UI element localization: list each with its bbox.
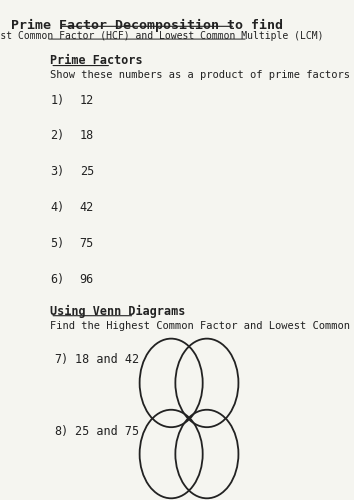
Text: Highest Common Factor (HCF) and Lowest Common Multiple (LCM): Highest Common Factor (HCF) and Lowest C… (0, 31, 323, 41)
Text: Find the Highest Common Factor and Lowest Common Factor of: Find the Highest Common Factor and Lowes… (50, 320, 354, 330)
Text: 12: 12 (80, 94, 94, 106)
Text: 18: 18 (80, 130, 94, 142)
Text: 6): 6) (50, 272, 64, 285)
Text: 25 and 75: 25 and 75 (75, 424, 139, 438)
Text: 1): 1) (50, 94, 64, 106)
Text: Using Venn Diagrams: Using Venn Diagrams (50, 304, 185, 318)
Text: 4): 4) (50, 201, 64, 214)
Text: Show these numbers as a product of prime factors: Show these numbers as a product of prime… (50, 70, 350, 81)
Text: 25: 25 (80, 165, 94, 178)
Text: Prime Factor Decomposition to find: Prime Factor Decomposition to find (11, 18, 283, 32)
Text: 8): 8) (55, 424, 69, 438)
Text: 42: 42 (80, 201, 94, 214)
Text: 3): 3) (50, 165, 64, 178)
Text: 5): 5) (50, 236, 64, 250)
Text: 96: 96 (80, 272, 94, 285)
Text: 2): 2) (50, 130, 64, 142)
Text: 75: 75 (80, 236, 94, 250)
Text: 18 and 42: 18 and 42 (75, 354, 139, 366)
Text: 7): 7) (55, 354, 69, 366)
Text: Prime Factors: Prime Factors (50, 54, 143, 68)
